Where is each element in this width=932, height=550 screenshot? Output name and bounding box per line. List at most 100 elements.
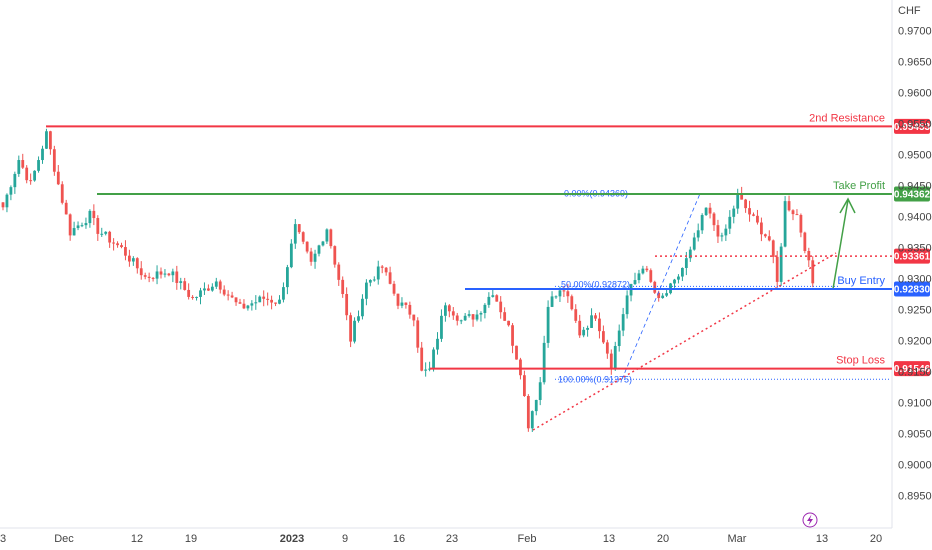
candle-body [740, 194, 744, 200]
price-badge-3 [894, 281, 930, 297]
candle-body [45, 131, 48, 149]
candle-body [653, 281, 657, 293]
candle-body [112, 242, 115, 244]
candle-body [187, 289, 191, 297]
candle-body [609, 353, 613, 369]
candle-body [424, 369, 428, 371]
candle-body [388, 272, 392, 284]
candle-body [392, 283, 396, 294]
candle-body [724, 228, 728, 236]
candle-body [151, 277, 155, 279]
target-arrow-shaft [832, 199, 849, 290]
candle-body [605, 342, 609, 354]
candle-body [226, 294, 230, 296]
candle-body [542, 342, 546, 383]
candle-body [289, 243, 293, 268]
price-badge-text-2: 0.93361 [894, 252, 931, 263]
candle-body [380, 266, 384, 268]
x-tick-label: 20 [870, 533, 882, 545]
candle-body [459, 320, 463, 322]
candle-body [155, 271, 159, 279]
candle-body [673, 279, 676, 284]
candle-body [602, 331, 605, 343]
candle-body [613, 346, 617, 369]
x-tick-label: 13 [816, 533, 828, 545]
candle-body [633, 280, 637, 285]
candle-body [234, 297, 238, 303]
candle-body [550, 296, 554, 307]
candle-body [270, 299, 273, 303]
x-tick-label: 9 [342, 533, 348, 545]
price-badge-1 [894, 186, 930, 202]
candle-body [811, 260, 815, 284]
candle-body [100, 233, 104, 235]
candle-body [104, 231, 108, 234]
candle-body [408, 304, 412, 315]
candle-body [17, 160, 21, 174]
candle-body [546, 306, 550, 343]
fib-label-50: 50.00%(0.92872) [561, 279, 630, 289]
candle-body [88, 210, 92, 224]
candle-body [13, 173, 17, 188]
candle-body [534, 399, 538, 412]
candle-body [76, 225, 80, 229]
candle-body [317, 245, 321, 254]
candle-body [507, 320, 510, 326]
candle-body [124, 247, 127, 256]
candle-body [708, 207, 712, 214]
time-axis: 3 Dec 12 19 2023 9 16 23 Feb 13 20 Mar 13 20 [0, 533, 882, 545]
candle-body [428, 368, 431, 370]
price-badge-text-4: 0.91546 [894, 364, 931, 375]
candle-body [33, 170, 36, 181]
currency-label: CHF [898, 5, 921, 17]
candle-body [483, 304, 487, 314]
candle-body [333, 246, 337, 265]
candle-body [728, 216, 732, 229]
candle-body [49, 131, 52, 150]
candle-body [657, 292, 661, 299]
candle-body [455, 315, 459, 321]
candle-body [491, 295, 495, 297]
candle-body [760, 222, 763, 235]
candle-body [574, 309, 578, 321]
candle-body [696, 230, 700, 238]
candle-body [305, 241, 309, 252]
x-tick-label: 20 [657, 533, 669, 545]
candle-body [775, 256, 779, 282]
candle-body [353, 320, 356, 342]
candle-body [222, 289, 226, 295]
candle-body [25, 167, 29, 181]
candle-body [368, 280, 372, 283]
support-trendline [532, 252, 837, 431]
candle-body [175, 271, 179, 283]
candle-body [29, 180, 33, 182]
candle-body [586, 327, 589, 330]
lightning-icon[interactable] [802, 512, 818, 528]
candle-body [108, 231, 112, 243]
level-label-1: Take Profit [833, 180, 885, 192]
x-tick-label: 3 [0, 533, 6, 545]
candle-body [139, 268, 143, 276]
candle-body [795, 214, 799, 216]
candle-body [704, 207, 708, 216]
candle-body [21, 160, 25, 168]
candle-body [625, 295, 629, 315]
candle-body [787, 201, 791, 211]
candle-body [807, 251, 811, 261]
candle-body [436, 338, 439, 350]
candle-body [479, 313, 483, 315]
candle-body [9, 187, 13, 195]
candle-body [357, 316, 360, 321]
candle-body [471, 314, 475, 320]
candle-body [420, 347, 424, 371]
